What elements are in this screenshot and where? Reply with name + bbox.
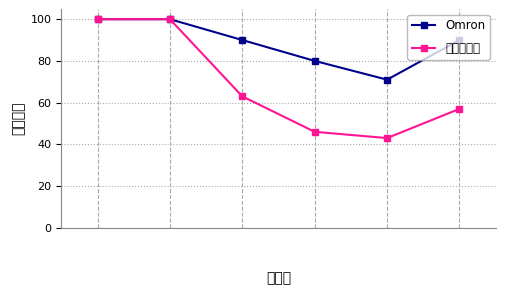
他社同等品 <box>384 136 390 140</box>
Omron <box>312 59 318 63</box>
他社同等品 <box>239 95 245 98</box>
Omron <box>95 18 101 21</box>
Legend: Omron, 他社同等品: Omron, 他社同等品 <box>407 15 490 60</box>
Omron <box>384 78 390 81</box>
Omron <box>456 38 462 42</box>
Y-axis label: 通信距離: 通信距離 <box>11 102 25 135</box>
Omron <box>167 18 173 21</box>
他社同等品 <box>312 130 318 133</box>
他社同等品 <box>95 18 101 21</box>
Line: 他社同等品: 他社同等品 <box>94 16 463 142</box>
Omron <box>239 38 245 42</box>
他社同等品 <box>167 18 173 21</box>
X-axis label: 誘電率: 誘電率 <box>266 272 291 286</box>
他社同等品 <box>456 107 462 111</box>
Line: Omron: Omron <box>94 16 463 83</box>
